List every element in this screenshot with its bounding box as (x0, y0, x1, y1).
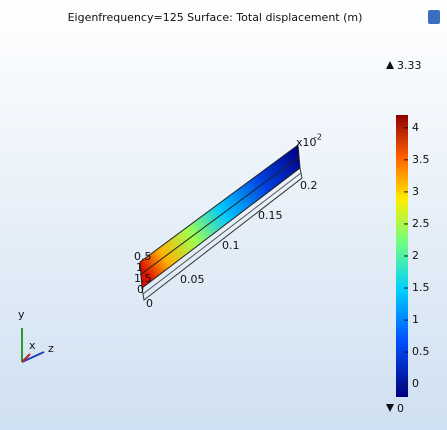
colorbar-tick-label: 1 (412, 313, 419, 326)
colorbar-tick-label: 0.5 (412, 345, 430, 358)
axis-exponent-power: -2 (314, 133, 322, 142)
colorbar-tick-label: 4 (412, 121, 419, 134)
window-icon[interactable] (428, 10, 440, 24)
triad-label: z (48, 342, 54, 355)
colorbar-max: 3.33 (397, 59, 422, 72)
colorbar-tick-label: 3 (412, 185, 419, 198)
colorbar-tick-label: 1.5 (412, 281, 430, 294)
colorbar-tick-label: 0 (412, 377, 419, 390)
triad-label: x (29, 339, 36, 352)
beam-axis-label: 0 (137, 283, 144, 296)
triad-label: y (18, 308, 25, 321)
beam-axis-label: 0.1 (222, 239, 240, 252)
colorbar-tick-label: 2 (412, 249, 419, 262)
plot-title: Eigenfrequency=125 Surface: Total displa… (68, 11, 363, 24)
plot-window: Eigenfrequency=125 Surface: Total displa… (0, 0, 447, 430)
colorbar-tick-label: 2.5 (412, 217, 430, 230)
beam-axis-label: 0.2 (300, 179, 318, 192)
beam-axis-label: 0 (146, 297, 153, 310)
colorbar-min: 0 (397, 402, 404, 415)
colorbar-tick-label: 3.5 (412, 153, 430, 166)
beam-axis-label: 0.05 (180, 273, 205, 286)
beam-axis-label: 0.15 (258, 209, 283, 222)
